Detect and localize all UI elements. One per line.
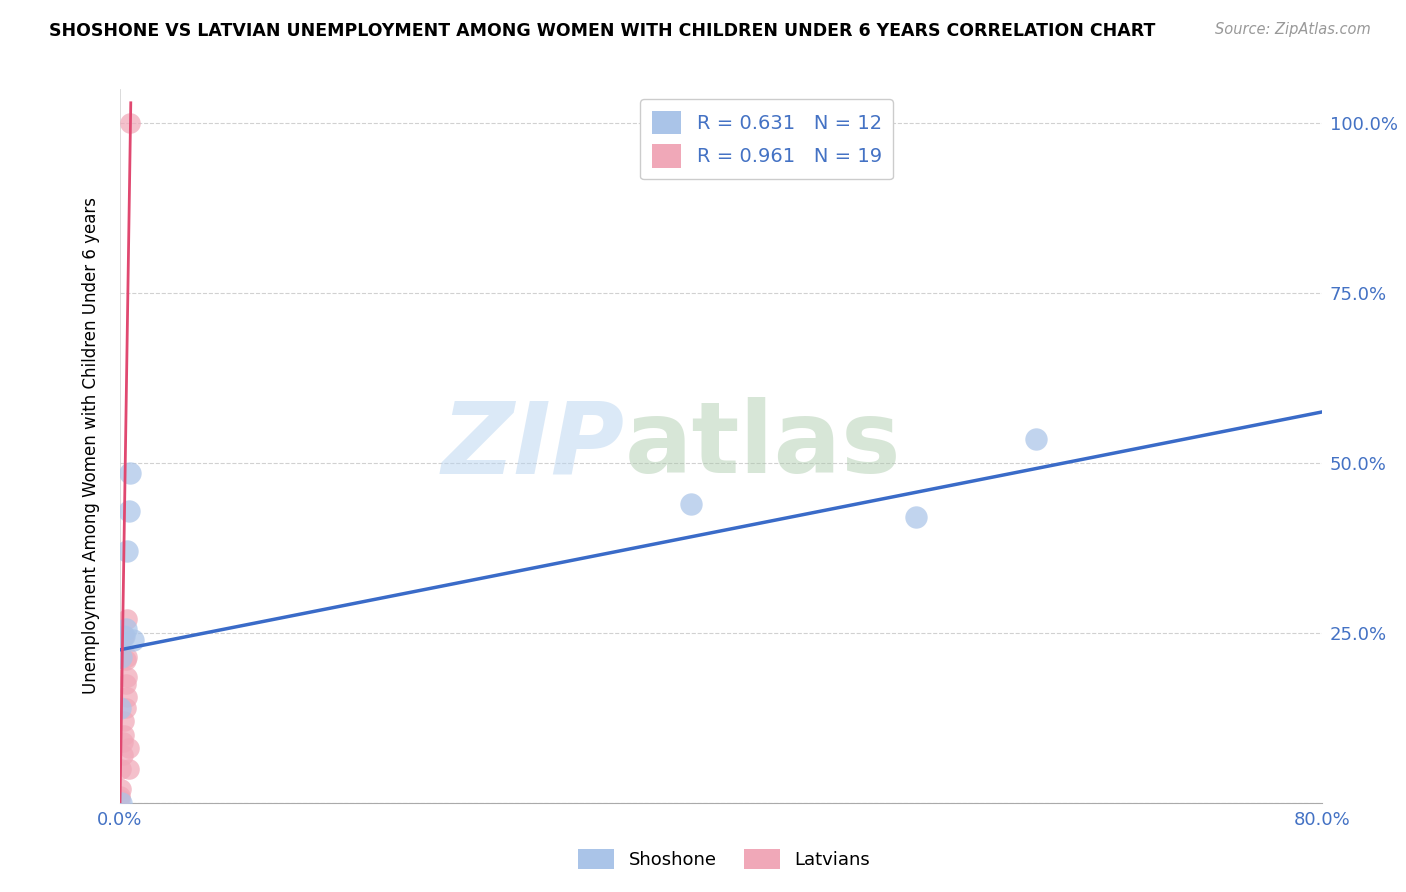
- Text: atlas: atlas: [624, 398, 901, 494]
- Point: [118, 116, 141, 130]
- Point: [110, 782, 132, 797]
- Y-axis label: Unemployment Among Women with Children Under 6 years: Unemployment Among Women with Children U…: [82, 197, 100, 695]
- Point: [108, 789, 131, 803]
- Point: [110, 649, 132, 664]
- Point: [115, 544, 138, 558]
- Point: [117, 503, 139, 517]
- Point: [112, 629, 135, 643]
- Point: [115, 670, 138, 684]
- Point: [679, 497, 702, 511]
- Point: [108, 792, 131, 806]
- Legend: Shoshone, Latvians: Shoshone, Latvians: [569, 839, 879, 879]
- Text: ZIP: ZIP: [441, 398, 624, 494]
- Point: [115, 690, 138, 705]
- Point: [114, 623, 136, 637]
- Point: [904, 510, 927, 524]
- Point: [112, 629, 135, 643]
- Text: Source: ZipAtlas.com: Source: ZipAtlas.com: [1215, 22, 1371, 37]
- Legend: R = 0.631   N = 12, R = 0.961   N = 19: R = 0.631 N = 12, R = 0.961 N = 19: [640, 99, 893, 179]
- Point: [110, 762, 132, 776]
- Point: [1025, 432, 1047, 446]
- Point: [122, 632, 145, 647]
- Point: [117, 762, 139, 776]
- Point: [112, 714, 135, 729]
- Point: [118, 466, 141, 480]
- Point: [114, 700, 136, 714]
- Point: [115, 649, 138, 664]
- Text: SHOSHONE VS LATVIAN UNEMPLOYMENT AMONG WOMEN WITH CHILDREN UNDER 6 YEARS CORRELA: SHOSHONE VS LATVIAN UNEMPLOYMENT AMONG W…: [49, 22, 1156, 40]
- Point: [111, 734, 134, 748]
- Point: [111, 748, 134, 763]
- Point: [114, 653, 136, 667]
- Point: [117, 741, 139, 756]
- Point: [112, 728, 135, 742]
- Point: [108, 700, 131, 714]
- Point: [115, 612, 138, 626]
- Point: [114, 677, 136, 691]
- Point: [110, 796, 132, 810]
